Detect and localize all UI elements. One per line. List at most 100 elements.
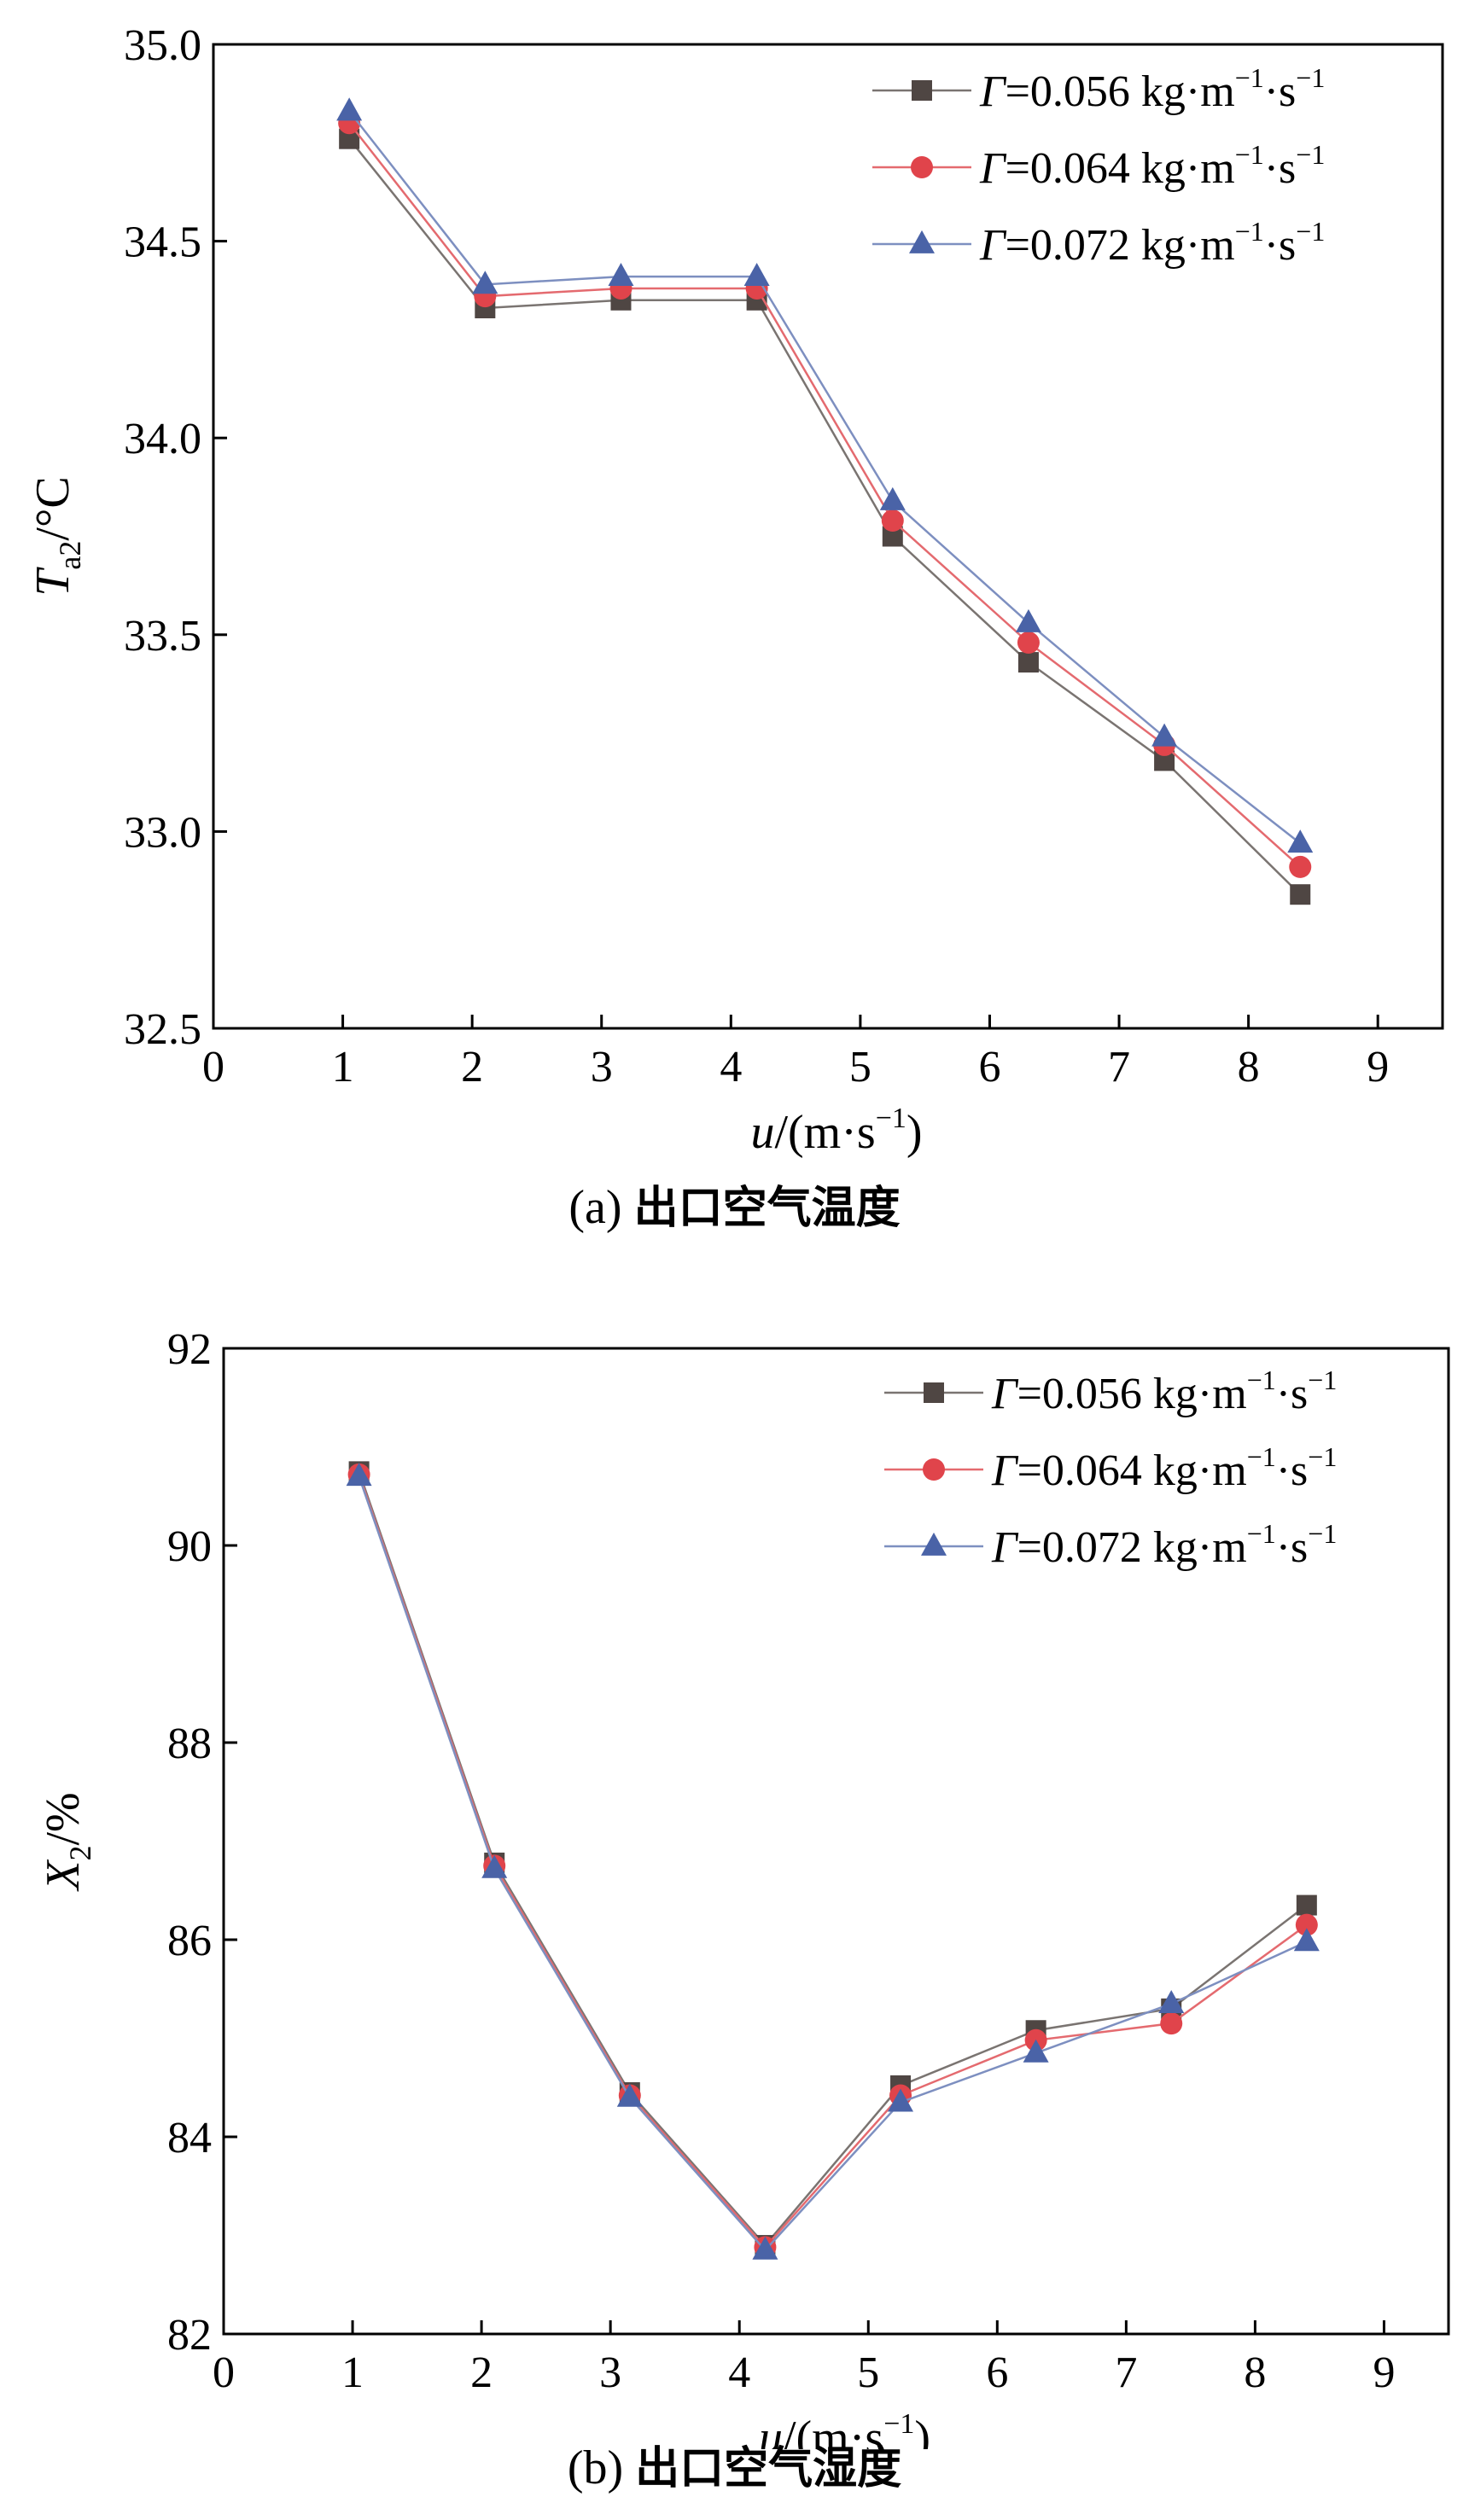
series-3-point-6 — [1023, 2039, 1049, 2063]
legend-1-label: Γ=0.056 kg·m−1·s−1 — [991, 1365, 1337, 1418]
series-3-point-8 — [1293, 1928, 1320, 1952]
xlabel-sup: −1 — [876, 1103, 906, 1134]
legend-2-label: Γ=0.064 kg·m−1·s−1 — [979, 139, 1325, 193]
series-1-point-8 — [1296, 1894, 1317, 1916]
y-tick-label-92: 92 — [167, 1325, 212, 1374]
legend-sup1: −1 — [1247, 1441, 1276, 1472]
caption-b-text: 出口空气湿度 — [635, 2443, 902, 2494]
figure-a: 0 1 2 3 4 5 6 7 8 9 32.5 33.0 33.5 34.0 34.5 35.0 u/(m·s… — [0, 21, 1469, 1236]
legend-sup2: −1 — [1308, 1441, 1337, 1472]
x-tick-label-8: 8 — [1238, 1043, 1260, 1091]
series-3-point-4 — [752, 2236, 778, 2260]
x-tick-label-2: 2 — [461, 1043, 483, 1091]
ylabel-unit: /% — [37, 1792, 90, 1845]
chart-b-x-axis: 0 1 2 3 4 5 6 7 8 9 — [213, 2320, 1395, 2397]
series-3-point-2 — [481, 1854, 508, 1878]
legend-unit2: ·s — [1264, 67, 1297, 116]
series-3-point-7 — [1151, 723, 1178, 747]
x-tick-label-9: 9 — [1367, 1043, 1389, 1091]
xlabel-unit: /(m·s — [774, 1106, 875, 1159]
y-tick-label-82: 82 — [167, 2311, 212, 2360]
chart-b-y-axis: 82 84 86 88 90 92 — [167, 1325, 237, 2360]
xlabel-close: ) — [914, 2412, 930, 2449]
legend-unit2: ·s — [1264, 221, 1297, 270]
x-tick-label-0: 0 — [213, 2348, 235, 2397]
chart-b-svg: 0 1 2 3 4 5 6 7 8 9828486889092u/(m·s−1)X2/%Γ=0.0… — [37, 1325, 1450, 2449]
chart-a-series-3 — [336, 97, 1314, 853]
legend-value: =0.072 — [1017, 1523, 1142, 1572]
legend-unit2: ·s — [1276, 1446, 1309, 1495]
legend-unit: kg·m — [1130, 67, 1235, 116]
chart-b-frame — [222, 1347, 1450, 2336]
xlabel-var: u — [750, 1106, 774, 1159]
legend-1-marker — [924, 1382, 944, 1403]
series-3-point-5 — [879, 486, 906, 510]
x-tick-label-6: 6 — [978, 1043, 1000, 1091]
y-tick-label-88: 88 — [167, 1720, 212, 1768]
x-tick-label-1: 1 — [341, 2348, 364, 2397]
series-1-point-6 — [1017, 652, 1039, 673]
legend-gamma: Γ — [979, 221, 1007, 270]
legend-value: =0.064 — [1017, 1446, 1142, 1495]
legend-sup1: −1 — [1235, 139, 1264, 170]
y-tick-label-90: 90 — [167, 1522, 212, 1571]
legend-value: =0.064 — [1006, 144, 1130, 193]
y-tick-label-32.5: 32.5 — [124, 1005, 201, 1054]
legend-unit2: ·s — [1264, 144, 1297, 193]
legend-gamma: Γ — [979, 144, 1007, 193]
series-3-line — [358, 1475, 1308, 2252]
xlabel-var: u — [759, 2412, 783, 2449]
chart-b-legend: Γ=0.056 kg·m−1·s−1Γ=0.064 kg·m−1·s−1Γ=0.… — [884, 1365, 1337, 1572]
legend-3-label: Γ=0.072 kg·m−1·s−1 — [979, 216, 1325, 270]
chart-a-legend: Γ=0.056 kg·m−1·s−1Γ=0.064 kg·m−1·s−1Γ=0.… — [872, 62, 1325, 270]
x-tick-label-4: 4 — [720, 1043, 742, 1091]
legend-2-label: Γ=0.064 kg·m−1·s−1 — [991, 1441, 1337, 1495]
legend-value: =0.072 — [1006, 221, 1130, 270]
legend-unit: kg·m — [1130, 221, 1235, 270]
legend-unit2: ·s — [1276, 1523, 1309, 1572]
series-3-point-5 — [888, 2088, 914, 2112]
legend-unit: kg·m — [1130, 144, 1235, 193]
legend-unit: kg·m — [1142, 1523, 1247, 1572]
series-2-line — [358, 1474, 1308, 2249]
legend-2-marker — [911, 156, 933, 178]
chart-a-series-1 — [339, 128, 1311, 905]
legend-sup1: −1 — [1247, 1365, 1276, 1395]
y-tick-label-33.0: 33.0 — [124, 808, 201, 857]
legend-sup2: −1 — [1296, 139, 1325, 170]
legend-unit2: ·s — [1276, 1370, 1309, 1418]
caption-a: (a) 出口空气温度 — [0, 1180, 1469, 1236]
legend-1-marker — [912, 80, 932, 101]
chart-a-xlabel: u/(m·s−1) — [750, 1103, 922, 1159]
caption-b: (b) 出口空气湿度 — [0, 2441, 1469, 2496]
x-tick-label-7: 7 — [1108, 1043, 1130, 1091]
legend-unit: kg·m — [1142, 1370, 1247, 1418]
y-tick-label-34.0: 34.0 — [124, 415, 201, 463]
series-3-point-1 — [336, 97, 363, 121]
series-2-point-5 — [881, 509, 904, 533]
caption-b-label: (b) — [567, 2441, 624, 2494]
x-tick-label-8: 8 — [1244, 2348, 1266, 2397]
caption-a-text: 出口空气温度 — [633, 1183, 901, 1234]
legend-3-marker — [921, 1532, 947, 1556]
legend-sup2: −1 — [1296, 216, 1325, 247]
series-1-point-8 — [1290, 884, 1311, 905]
chart-a-y-axis: 32.5 33.0 33.5 34.0 34.5 35.0 — [124, 21, 227, 1054]
chart-b-xlabel: u/(m·s−1) — [759, 2408, 930, 2449]
legend-gamma: Γ — [991, 1523, 1019, 1572]
y-tick-label-86: 86 — [167, 1917, 212, 1965]
x-tick-label-2: 2 — [470, 2348, 493, 2397]
series-1-line — [348, 137, 1302, 896]
legend-sup2: −1 — [1308, 1518, 1337, 1549]
x-tick-label-0: 0 — [202, 1043, 224, 1091]
legend-sup1: −1 — [1235, 216, 1264, 247]
series-3-point-6 — [1015, 608, 1041, 632]
x-tick-label-7: 7 — [1115, 2348, 1137, 2397]
series-3-point-2 — [472, 271, 498, 294]
y-tick-label-34.5: 34.5 — [124, 218, 201, 267]
ylabel-var: T — [26, 567, 79, 597]
chart-a-frame — [212, 43, 1444, 1030]
series-2-point-8 — [1289, 855, 1312, 878]
xlabel-close: ) — [906, 1106, 923, 1159]
chart-b-ylabel: X2/% — [37, 1792, 97, 1891]
